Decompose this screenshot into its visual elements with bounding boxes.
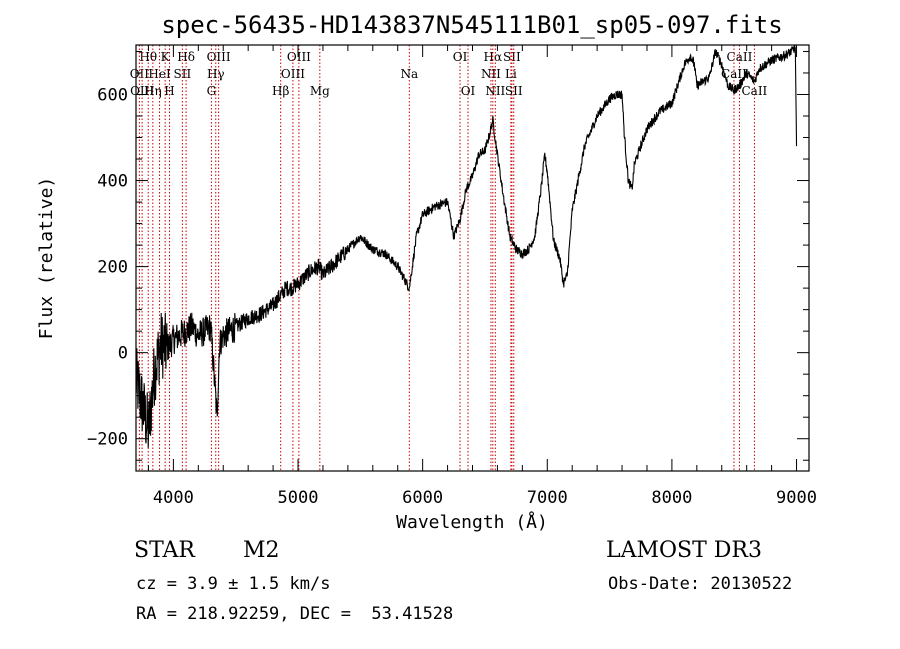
spectral-line-label: K: [161, 50, 171, 64]
y-tick-label: −200: [87, 430, 128, 450]
observation-date: Obs-Date: 20130522: [608, 574, 793, 594]
object-class: STAR: [134, 538, 195, 563]
spectral-line-label: OIII: [281, 67, 305, 81]
spectral-line-label: OI: [453, 50, 468, 64]
y-axis-ticks: −200 0 200 400 600: [87, 50, 809, 461]
spectral-line-label: HeI: [148, 67, 171, 81]
y-axis-label: Flux (relative): [36, 177, 57, 340]
x-axis-label: Wavelength (Å): [396, 511, 548, 533]
plot-frame: [135, 44, 810, 472]
spectral-line-label: Na: [400, 67, 418, 81]
spectral-line-label: OII: [130, 67, 150, 81]
spectral-line-label: Hα: [484, 50, 503, 64]
spectral-line-label: CaII: [727, 50, 753, 64]
spectral-line-label: OIII: [287, 50, 311, 64]
x-tick-label: 5000: [278, 488, 319, 508]
object-subclass: M2: [243, 538, 280, 563]
chart-title: spec-56435-HD143837N545111B01_sp05-097.f…: [161, 11, 782, 39]
spectral-line-label: CaII: [741, 84, 767, 98]
spectral-line-label: NII: [481, 67, 501, 81]
spectral-line-label: NII: [485, 84, 505, 98]
spectral-line-label: OI: [461, 84, 476, 98]
spectral-line-label: SII: [174, 67, 192, 81]
coordinates: RA = 218.92259, DEC = 53.41528: [136, 604, 454, 624]
y-tick-label: 200: [97, 258, 128, 278]
spectral-line-label: Mg: [310, 84, 330, 98]
spectral-line-label: G: [207, 84, 217, 98]
spectral-line-label: H: [164, 84, 174, 98]
spectral-line-label: CaII: [721, 67, 747, 81]
spectral-line-label: Hη: [144, 84, 162, 98]
spectrum-line: [135, 44, 798, 448]
spectral-line-label: SII: [503, 50, 521, 64]
x-tick-label: 4000: [153, 488, 194, 508]
spectral-line-label: SII: [505, 84, 523, 98]
x-tick-label: 6000: [402, 488, 443, 508]
spectral-line-label: Li: [505, 67, 517, 81]
spectral-line-label: Hγ: [207, 67, 225, 81]
spectral-line-label: Hδ: [177, 50, 195, 64]
survey-name: LAMOST DR3: [606, 538, 762, 563]
spectral-line-label: OIII: [207, 50, 231, 64]
y-tick-label: 600: [97, 85, 128, 105]
spectral-line-label: Hβ: [272, 84, 289, 98]
x-axis-ticks: 4000 5000 6000 7000 8000 9000: [147, 45, 817, 508]
y-tick-label: 400: [97, 172, 128, 192]
y-tick-label: 0: [118, 344, 128, 364]
redshift-value: cz = 3.9 ± 1.5 km/s: [136, 574, 331, 594]
x-tick-label: 9000: [776, 488, 817, 508]
x-tick-label: 7000: [527, 488, 568, 508]
x-tick-label: 8000: [651, 488, 692, 508]
